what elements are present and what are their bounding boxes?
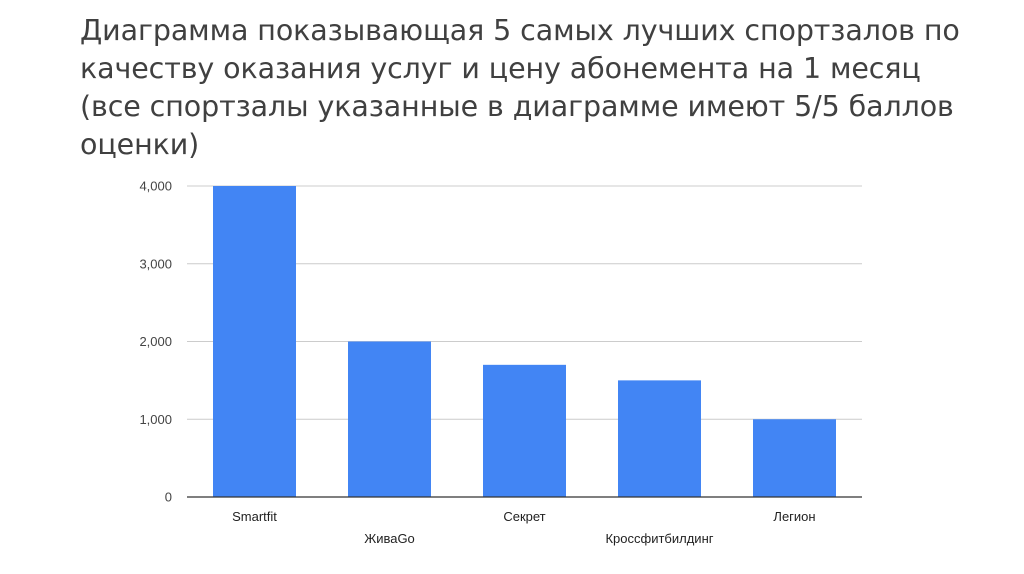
bars bbox=[213, 186, 836, 497]
y-tick-label: 2,000 bbox=[139, 334, 172, 349]
y-tick-label: 1,000 bbox=[139, 412, 172, 427]
x-axis-categories: Smartfit ЖиваGo Секрет Кроссфитбилдинг Легио… bbox=[232, 509, 815, 546]
y-axis-ticks: 0 1,000 2,000 3,000 4,000 bbox=[139, 179, 172, 505]
slide-title: Диаграмма показывающая 5 самых лучших сп… bbox=[80, 14, 960, 161]
bar bbox=[753, 419, 836, 497]
x-category-label: Smartfit bbox=[232, 509, 277, 524]
bar bbox=[213, 186, 296, 497]
x-category-label: ЖиваGo bbox=[364, 531, 415, 546]
x-category-label: Секрет bbox=[503, 509, 545, 524]
y-tick-label: 0 bbox=[165, 490, 172, 505]
x-category-label: Легион bbox=[773, 509, 815, 524]
bar bbox=[618, 380, 701, 497]
x-category-label: Кроссфитбилдинг bbox=[605, 531, 713, 546]
bar bbox=[483, 364, 566, 497]
y-tick-label: 3,000 bbox=[139, 256, 172, 271]
y-tick-label: 4,000 bbox=[139, 179, 172, 194]
bar bbox=[348, 341, 431, 497]
